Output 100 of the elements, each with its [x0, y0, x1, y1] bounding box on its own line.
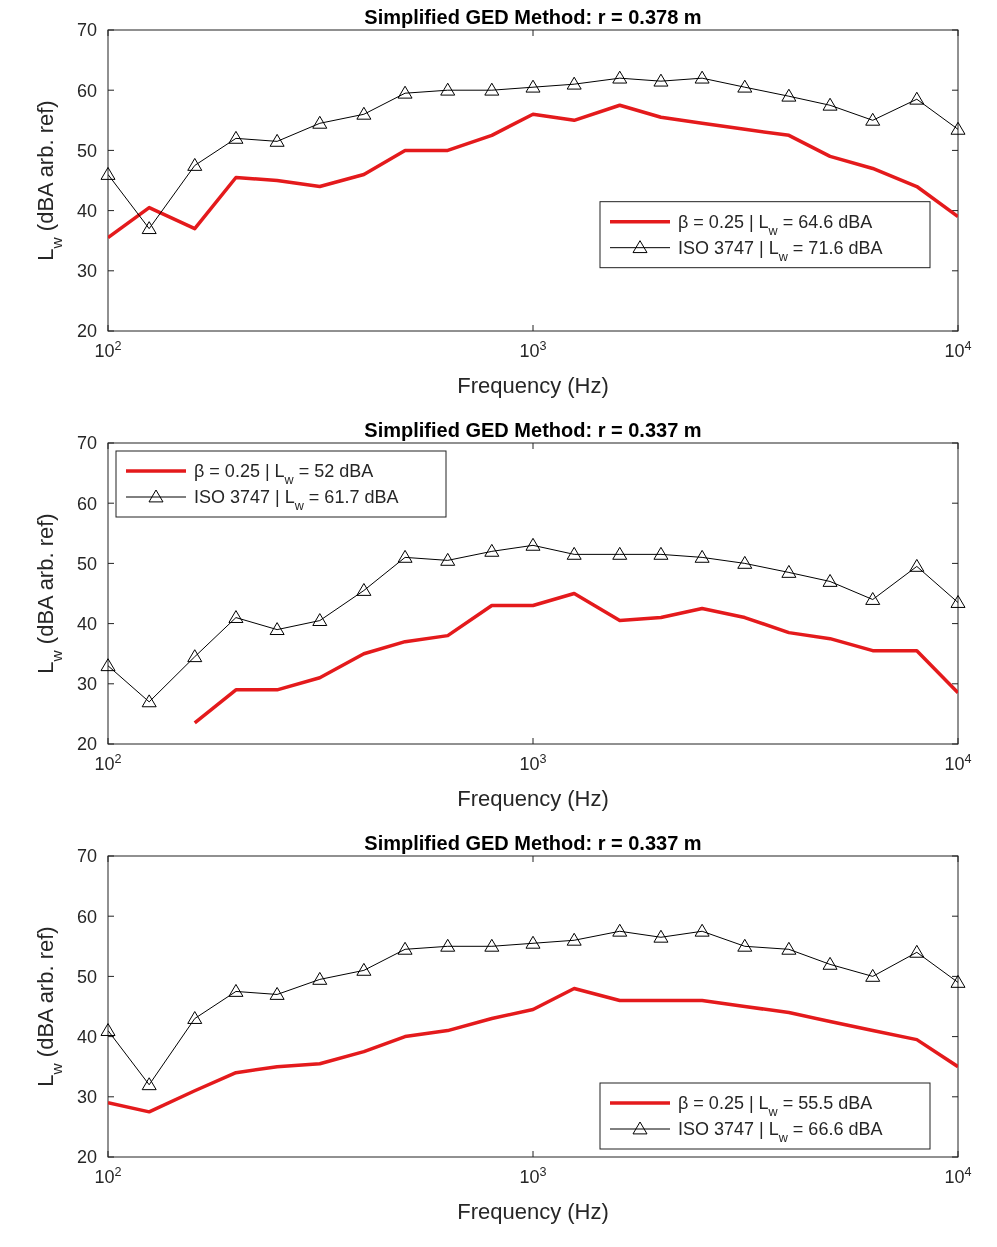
point [525, 79, 541, 93]
point [100, 1023, 116, 1036]
y-tick-label: 20 [76, 734, 97, 755]
point [737, 555, 753, 569]
point [141, 1077, 157, 1091]
y-tick-label: 20 [76, 1147, 97, 1168]
point [653, 929, 669, 943]
x-tick-label: 10$^{2}$ [94, 752, 122, 774]
y-tick-label: 70 [76, 20, 97, 41]
point [612, 70, 628, 84]
y-tick-label: 60 [76, 80, 97, 101]
point [100, 658, 116, 672]
point [737, 938, 753, 952]
point [228, 130, 244, 144]
point [269, 986, 285, 1000]
x-tick-label: 10$^{4}$ [944, 752, 972, 774]
point [909, 944, 925, 958]
point [909, 91, 925, 105]
point [612, 546, 628, 560]
point [865, 968, 881, 982]
y-tick-label: 50 [76, 140, 97, 161]
x-tick-label: 10$^{2}$ [94, 339, 122, 361]
x-tick-label: 10$^{3}$ [519, 339, 547, 361]
point [228, 983, 244, 997]
point [141, 694, 157, 708]
chart-title: Simplified GED Method: r = 0.337 m [364, 832, 702, 854]
y-tick-label: 40 [76, 1026, 97, 1047]
chart-title: Simplified GED Method: r = 0.378 m [364, 6, 702, 28]
legend-label: β = 0.25 | L$_{w}$ = 52 dBA [194, 461, 374, 488]
y-tick-label: 40 [76, 613, 97, 634]
point [566, 932, 582, 946]
point [356, 962, 372, 976]
y-tick-label: 30 [76, 1087, 97, 1108]
line-series [108, 986, 958, 1114]
point [865, 112, 881, 126]
point [694, 70, 710, 84]
legend-label: ISO 3747 | L$_{w}$ = 61.7 dBA [194, 487, 399, 514]
y-tick-label: 60 [76, 493, 97, 514]
legend-label: ISO 3747 | L$_{w}$ = 71.6 dBA [678, 237, 883, 264]
point [356, 106, 372, 120]
point [781, 941, 797, 955]
point [440, 82, 456, 96]
point [950, 595, 966, 608]
x-tick-label: 10$^{4}$ [944, 1165, 972, 1187]
point [312, 613, 328, 626]
point [525, 537, 541, 551]
point [653, 546, 669, 560]
point [269, 133, 285, 147]
point [950, 974, 966, 988]
x-tick-label: 10$^{2}$ [94, 1165, 122, 1187]
x-axis-title: Frequency (Hz) [457, 786, 609, 811]
point [566, 76, 582, 90]
chart-title: Simplified GED Method: r = 0.337 m [364, 419, 702, 441]
y-tick-label: 20 [76, 321, 97, 342]
point [822, 573, 838, 587]
point [269, 622, 285, 636]
point [100, 166, 116, 180]
legend-label: ISO 3747 | L$_{w}$ = 66.6 dBA [678, 1119, 883, 1146]
point [312, 971, 328, 985]
legend-label: β = 0.25 | L$_{w}$ = 64.6 dBA [678, 211, 873, 238]
point [566, 546, 582, 560]
y-tick-label: 40 [76, 200, 97, 221]
x-axis-title: Frequency (Hz) [457, 1199, 609, 1224]
x-tick-label: 10$^{4}$ [944, 339, 972, 361]
point [484, 938, 500, 952]
y-tick-label: 30 [76, 261, 97, 282]
point [440, 552, 456, 566]
point [737, 79, 753, 93]
point [397, 85, 413, 99]
line-series [108, 103, 958, 240]
x-tick-label: 10$^{3}$ [519, 1165, 547, 1187]
point [909, 558, 925, 572]
point [141, 221, 157, 235]
point [694, 549, 710, 563]
point [694, 923, 710, 937]
y-tick-label: 60 [76, 906, 97, 927]
x-axis-title: Frequency (Hz) [457, 373, 609, 398]
legend-label: β = 0.25 | L$_{w}$ = 55.5 dBA [678, 1093, 873, 1120]
point [484, 543, 500, 557]
point [356, 582, 372, 596]
y-tick-label: 30 [76, 674, 97, 695]
point [653, 73, 669, 87]
y-tick-label: 50 [76, 966, 97, 987]
point [525, 935, 541, 949]
point [781, 88, 797, 102]
point [484, 82, 500, 96]
point [397, 549, 413, 563]
point [612, 923, 628, 937]
point [397, 941, 413, 955]
point [312, 115, 328, 129]
y-tick-label: 70 [76, 433, 97, 454]
point [781, 564, 797, 578]
point [950, 121, 966, 135]
y-tick-label: 50 [76, 553, 97, 574]
line-series [193, 591, 958, 725]
x-tick-label: 10$^{3}$ [519, 752, 547, 774]
point [228, 610, 244, 623]
point [822, 97, 838, 111]
point [440, 938, 456, 952]
point [822, 956, 838, 970]
